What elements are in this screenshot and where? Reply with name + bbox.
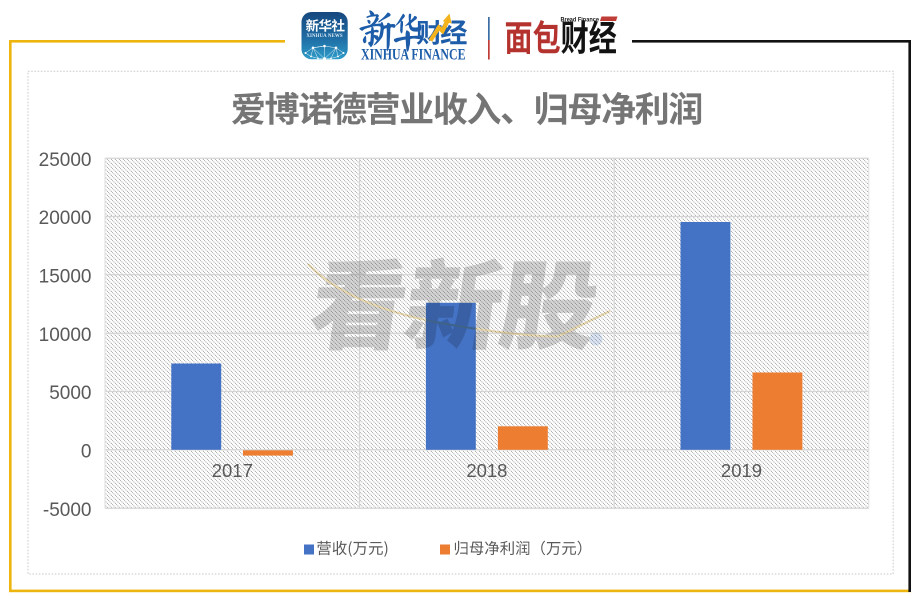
svg-text:Bread Finance: Bread Finance [561,17,600,23]
svg-text:0: 0 [81,441,92,462]
svg-text:XINHUA FINANCE: XINHUA FINANCE [361,46,465,63]
svg-text:10000: 10000 [39,325,92,346]
svg-text:2018: 2018 [466,460,507,481]
svg-text:25000: 25000 [39,150,92,171]
svg-text:20000: 20000 [39,208,92,229]
svg-text:-5000: -5000 [43,500,92,521]
svg-text:2017: 2017 [212,460,253,481]
svg-text:15000: 15000 [39,266,92,287]
svg-text:XINHUA NEWS: XINHUA NEWS [306,34,342,39]
svg-text:5000: 5000 [49,383,91,404]
svg-text:2019: 2019 [721,460,762,481]
